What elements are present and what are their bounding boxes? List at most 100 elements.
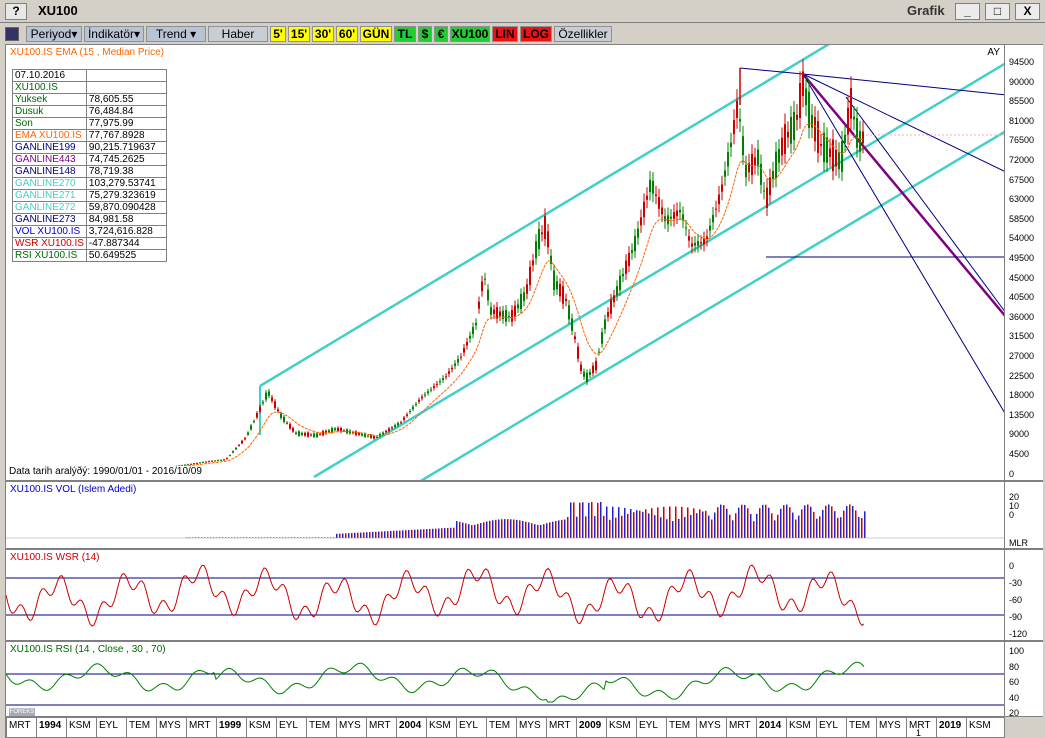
candle-body (658, 197, 660, 209)
volume-bar (711, 519, 713, 538)
x-label: KSM (609, 720, 631, 731)
candle-body (736, 100, 738, 118)
candle-body (592, 365, 594, 374)
volume-bar (489, 520, 491, 538)
volume-bar (747, 508, 749, 538)
toolbar-button-5[interactable]: 15' (288, 26, 310, 42)
toolbar-button-2[interactable]: Trend ▾ (146, 26, 206, 42)
candle-body (826, 137, 828, 163)
candle-body (646, 195, 648, 200)
toolbar-button-15[interactable]: Özellikler (554, 26, 612, 42)
x-label: 2014 (759, 720, 782, 731)
candle-body (316, 433, 318, 437)
toolbar-button-12[interactable]: XU100 (450, 26, 490, 42)
candle-body (760, 163, 762, 185)
volume-bar (768, 507, 770, 538)
x-tick (456, 718, 457, 738)
candle-body (769, 177, 771, 196)
candle-body (526, 284, 528, 294)
x-tick (786, 718, 787, 738)
toolbar-button-10[interactable]: $ (418, 26, 432, 42)
app-icon (5, 27, 19, 41)
candle-body (199, 462, 201, 464)
volume-bar (633, 512, 635, 538)
volume-bar (720, 504, 722, 538)
info-value (85, 69, 167, 82)
toolbar-button-13[interactable]: LIN (492, 26, 518, 42)
candle-body (190, 463, 192, 465)
candle-body (472, 327, 474, 335)
candle-body (451, 367, 453, 370)
volume-bar (603, 515, 605, 538)
x-label: MYS (879, 720, 901, 731)
volume-bar (573, 502, 575, 538)
candle-body (499, 311, 501, 317)
candle-body (328, 430, 330, 433)
volume-unit-label: MLR (1009, 538, 1029, 548)
x-label: KSM (969, 720, 991, 731)
volume-bar (210, 537, 212, 538)
candle-body (478, 301, 480, 309)
volume-bar (285, 537, 287, 538)
candle-body (295, 432, 297, 435)
axis-tick: 67500 (1009, 174, 1035, 185)
volume-bar (861, 518, 863, 538)
toolbar-button-8[interactable]: GÜN (360, 26, 392, 42)
toolbar-button-14[interactable]: LOG (520, 26, 552, 42)
x-label: MRT (369, 720, 391, 731)
toolbar-button-11[interactable]: € (434, 26, 448, 42)
maximize-button[interactable]: □ (985, 3, 1010, 20)
candle-body (220, 459, 222, 461)
volume-bar (549, 522, 551, 538)
x-tick (276, 718, 277, 738)
volume-bar (852, 505, 854, 538)
candle-body (766, 187, 768, 208)
info-row: GANLINE271 75,279.323619 (12, 189, 167, 202)
candle-body (505, 309, 507, 322)
toolbar-button-4[interactable]: 5' (270, 26, 286, 42)
volume-bar (831, 506, 833, 538)
toolbar-button-3[interactable]: Haber (208, 26, 268, 42)
candle-body (370, 435, 372, 438)
candle-body (568, 305, 570, 320)
time-axis: MRT 1994 KSM EYL TEM MYS MRT 1999 KSM EYL TEM MYS MR… (5, 717, 1005, 738)
toolbar-button-9[interactable]: TL (394, 26, 416, 42)
close-button[interactable]: X (1015, 3, 1040, 20)
candle-body (862, 131, 864, 144)
toolbar-button-6[interactable]: 30' (312, 26, 334, 42)
candle-body (625, 260, 627, 274)
candle-body (535, 241, 537, 259)
candle-body (442, 378, 444, 381)
volume-bar (696, 513, 698, 538)
candle-body (601, 332, 603, 344)
toolbar-button-0[interactable]: Periyod▾ (26, 26, 82, 42)
volume-bar (828, 504, 830, 538)
wsr-panel[interactable]: XU100.IS WSR (14) (5, 549, 1005, 641)
volume-bar (195, 537, 197, 538)
candle-body (307, 432, 309, 437)
candle-body (838, 151, 840, 170)
volume-bar (225, 537, 227, 538)
app-title: Grafik (907, 3, 945, 18)
volume-bar (786, 504, 788, 538)
x-tick (36, 718, 37, 738)
volume-bar (483, 522, 485, 538)
info-key: RSI XU100.IS (12, 249, 87, 262)
candle-body (319, 433, 321, 435)
volume-panel[interactable]: XU100.IS VOL (Islem Adedi) (5, 481, 1005, 549)
candle-body (436, 383, 438, 385)
volume-bar (495, 519, 497, 538)
minimize-button[interactable]: _ (955, 3, 980, 20)
candle-body (610, 299, 612, 314)
info-table: 07.10.2016 XU100.IS Yuksek 78,605.55 Dusuk… (12, 69, 167, 262)
volume-bar (462, 522, 464, 538)
toolbar-button-1[interactable]: İndikatör▾ (84, 26, 144, 42)
help-button[interactable]: ? (5, 3, 27, 20)
rsi-panel[interactable]: XU100.IS RSI (14 , Close , 30 , 70) FORE… (5, 641, 1005, 717)
toolbar-button-7[interactable]: 60' (336, 26, 358, 42)
volume-bar (822, 509, 824, 538)
volume-bar (429, 528, 431, 538)
price-chart-panel[interactable]: XU100.IS EMA (15 , Median Price) AY 07.1… (5, 44, 1005, 481)
volume-bar (222, 537, 224, 538)
candle-body (841, 141, 843, 172)
